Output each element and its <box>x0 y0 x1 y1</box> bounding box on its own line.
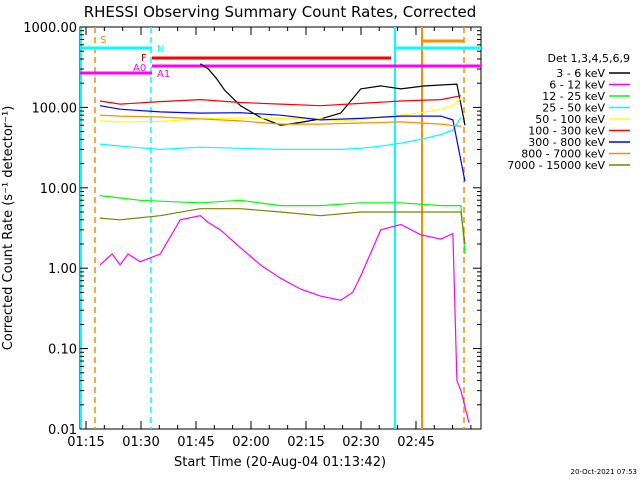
legend-entry: 12 - 25 keV <box>542 90 605 103</box>
x-tick-label: 02:45 <box>397 435 434 450</box>
x-tick-label: 02:30 <box>342 435 379 450</box>
y-tick-label: 100.00 <box>32 101 78 116</box>
series-line <box>99 215 470 423</box>
timestamp: 20-Oct-2021 07:53 <box>571 468 637 476</box>
legend-entry: 50 - 100 keV <box>535 113 605 126</box>
series-line <box>99 97 462 123</box>
legend-entry: 100 - 300 keV <box>528 125 605 138</box>
series-line <box>99 208 466 245</box>
series-line <box>99 117 462 151</box>
flag-lines <box>80 27 481 429</box>
flag-label: F <box>141 53 147 64</box>
legend-entry: 3 - 6 keV <box>556 67 605 80</box>
x-tick-label: 01:15 <box>67 435 104 450</box>
y-tick-label: 1000.00 <box>23 21 77 36</box>
legend-entry: 7000 - 15000 keV <box>507 159 605 172</box>
series-line <box>99 105 466 182</box>
flag-label: S <box>100 35 106 46</box>
x-tick-label: 02:15 <box>287 435 324 450</box>
series-line <box>99 195 466 255</box>
legend-entry: 300 - 800 keV <box>528 136 605 149</box>
x-tick-label: 01:30 <box>122 435 159 450</box>
legend-entry: 6 - 12 keV <box>549 79 605 92</box>
y-tick-label: 10.00 <box>40 182 77 197</box>
legend-entry: 25 - 50 keV <box>542 102 605 115</box>
y-tick-label: 0.01 <box>48 423 77 438</box>
x-axis-label: Start Time (20-Aug-04 01:13:42) <box>174 455 386 470</box>
legend-entry: 800 - 7000 keV <box>521 148 605 161</box>
y-tick-label: 1.00 <box>48 262 77 277</box>
x-tick-label: 02:00 <box>232 435 269 450</box>
series-line <box>99 114 461 127</box>
plot-frame <box>79 26 482 430</box>
y-axis: 1000.00 100.00 10.00 1.00 0.10 0.01 <box>23 21 481 438</box>
flag-label: A1 <box>157 69 170 80</box>
legend-title: Det 1,3,4,5,6,9 <box>547 52 630 65</box>
series-line <box>99 95 462 107</box>
x-axis: 01:15 01:30 01:45 02:00 02:15 02:30 02:45 <box>67 27 472 450</box>
y-axis-label: Corrected Count Rate (s⁻¹ detector⁻¹) <box>1 106 16 351</box>
series-layer <box>99 63 470 423</box>
chart-title: RHESSI Observing Summary Count Rates, Co… <box>84 3 477 21</box>
flag-label: A0 <box>133 63 146 74</box>
y-tick-label: 0.10 <box>48 343 77 358</box>
flag-label: N <box>157 44 164 55</box>
x-tick-label: 01:45 <box>177 435 214 450</box>
